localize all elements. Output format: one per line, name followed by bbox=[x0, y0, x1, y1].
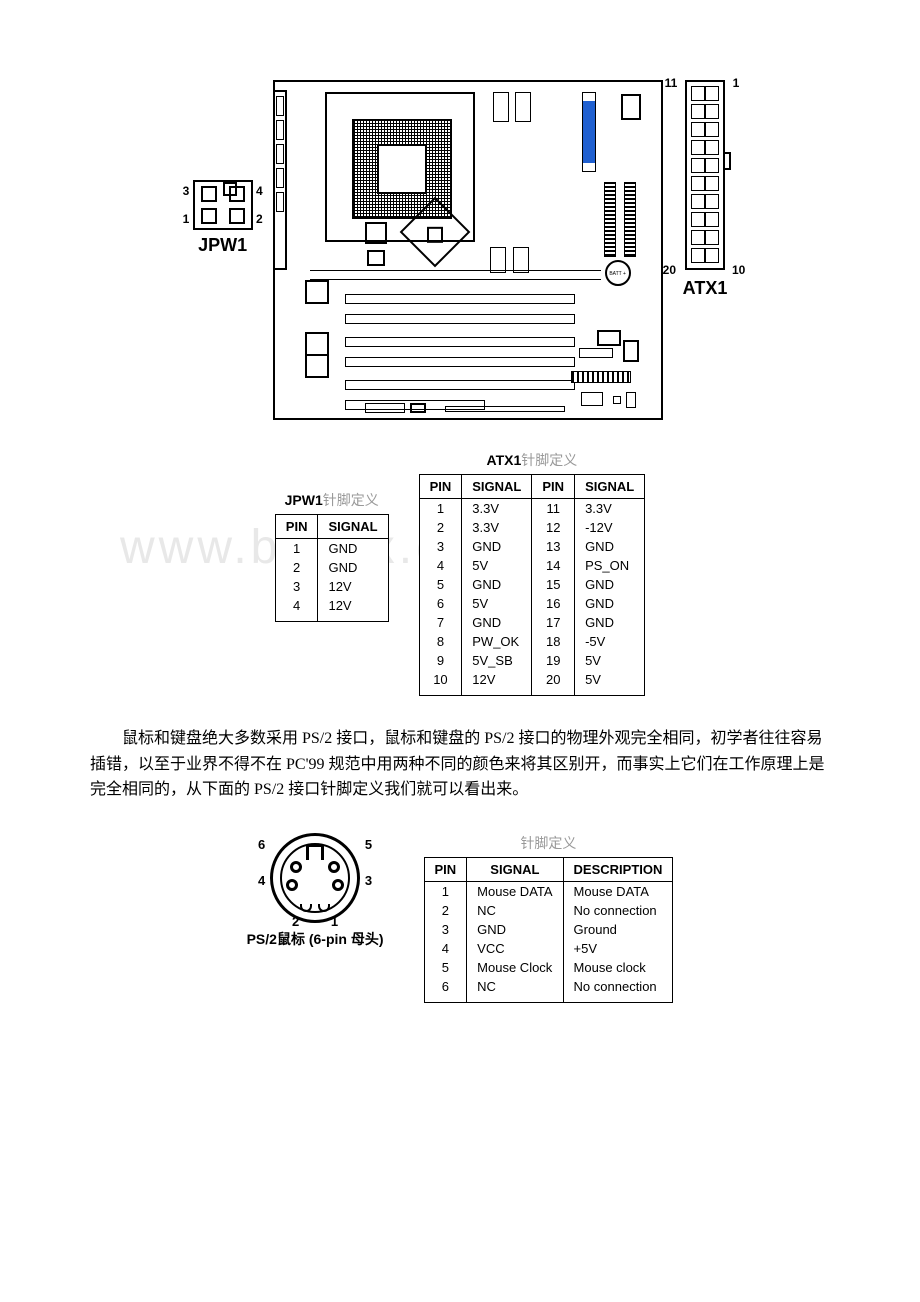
pin-label: 2 bbox=[256, 212, 263, 226]
table-row: 4VCC+5V bbox=[424, 939, 673, 958]
pin-label: 10 bbox=[732, 263, 745, 277]
atx1-connector-diagram: 11 1 20 10 ATX1 bbox=[683, 80, 728, 299]
pin-label: 4 bbox=[256, 184, 263, 198]
pin-label: 1 bbox=[733, 76, 740, 90]
column-header: SIGNAL bbox=[575, 475, 645, 499]
ps2-section: 6 5 4 3 2 1 PS/2鼠标 (6-pin 母头) 针脚定义 PIN S… bbox=[60, 833, 860, 1003]
pin-label: 1 bbox=[183, 212, 190, 226]
motherboard-outline: BATT + bbox=[273, 80, 663, 420]
jpw1-table-block: JPW1针脚定义 PIN SIGNAL 1GND2GND312V412V bbox=[275, 490, 389, 696]
table-row: 45V14PS_ON bbox=[419, 556, 645, 575]
motherboard-diagram-section: 3 4 1 2 JPW1 BATT + 11 1 bbox=[60, 80, 860, 420]
table-row: 95V_SB195V bbox=[419, 651, 645, 670]
table-row: 312V bbox=[275, 577, 388, 596]
ps2-table-caption: 针脚定义 bbox=[424, 833, 674, 853]
pin-label: 5 bbox=[365, 837, 372, 852]
table-row: 7GND17GND bbox=[419, 613, 645, 632]
pin-label: 2 bbox=[292, 914, 299, 929]
column-header: SIGNAL bbox=[462, 475, 532, 499]
table-row: 1GND bbox=[275, 539, 388, 559]
column-header: DESCRIPTION bbox=[563, 857, 673, 881]
column-header: PIN bbox=[532, 475, 575, 499]
jpw1-table: PIN SIGNAL 1GND2GND312V412V bbox=[275, 514, 389, 622]
table-row: 1Mouse DATAMouse DATA bbox=[424, 881, 673, 901]
atx1-table-block: ATX1针脚定义 PIN SIGNAL PIN SIGNAL 13.3V113.… bbox=[419, 450, 646, 696]
pin-label: 1 bbox=[331, 914, 338, 929]
jpw1-connector-diagram: 3 4 1 2 JPW1 bbox=[193, 80, 253, 256]
body-paragraph: 鼠标和键盘绝大多数采用 PS/2 接口，鼠标和键盘的 PS/2 接口的物理外观完… bbox=[90, 726, 830, 803]
ps2-table-block: 针脚定义 PIN SIGNAL DESCRIPTION 1Mouse DATAM… bbox=[424, 833, 674, 1003]
ps2-caption: PS/2鼠标 (6-pin 母头) bbox=[247, 929, 384, 949]
pin-label: 4 bbox=[258, 873, 265, 888]
table-row: 2GND bbox=[275, 558, 388, 577]
battery-icon: BATT + bbox=[605, 260, 631, 286]
table-row: 1012V205V bbox=[419, 670, 645, 696]
table-row: 3GNDGround bbox=[424, 920, 673, 939]
table-row: 8PW_OK18-5V bbox=[419, 632, 645, 651]
pin-label: 3 bbox=[183, 184, 190, 198]
pin-label: 20 bbox=[663, 263, 676, 277]
column-header: SIGNAL bbox=[467, 857, 563, 881]
table-row: 5Mouse ClockMouse clock bbox=[424, 958, 673, 977]
table-row: 23.3V12-12V bbox=[419, 518, 645, 537]
atx1-table-caption: ATX1针脚定义 bbox=[419, 450, 646, 470]
column-header: PIN bbox=[424, 857, 467, 881]
jpw1-table-caption: JPW1针脚定义 bbox=[275, 490, 389, 510]
pin-label: 11 bbox=[665, 76, 678, 90]
table-row: 2NCNo connection bbox=[424, 901, 673, 920]
atx1-table: PIN SIGNAL PIN SIGNAL 13.3V113.3V23.3V12… bbox=[419, 474, 646, 696]
pin-label: 6 bbox=[258, 837, 265, 852]
pin-label: 3 bbox=[365, 873, 372, 888]
column-header: SIGNAL bbox=[318, 515, 388, 539]
table-row: 412V bbox=[275, 596, 388, 622]
table-row: 5GND15GND bbox=[419, 575, 645, 594]
ps2-table: PIN SIGNAL DESCRIPTION 1Mouse DATAMouse … bbox=[424, 857, 674, 1003]
table-row: 65V16GND bbox=[419, 594, 645, 613]
table-row: 3GND13GND bbox=[419, 537, 645, 556]
ps2-connector-diagram: 6 5 4 3 2 1 PS/2鼠标 (6-pin 母头) bbox=[247, 833, 384, 949]
column-header: PIN bbox=[275, 515, 318, 539]
column-header: PIN bbox=[419, 475, 462, 499]
table-row: 13.3V113.3V bbox=[419, 499, 645, 519]
atx1-label: ATX1 bbox=[683, 278, 728, 299]
jpw1-label: JPW1 bbox=[193, 235, 253, 256]
table-row: 6NCNo connection bbox=[424, 977, 673, 1003]
pin-definition-tables: www.bdocx.com JPW1针脚定义 PIN SIGNAL 1GND2G… bbox=[60, 450, 860, 696]
